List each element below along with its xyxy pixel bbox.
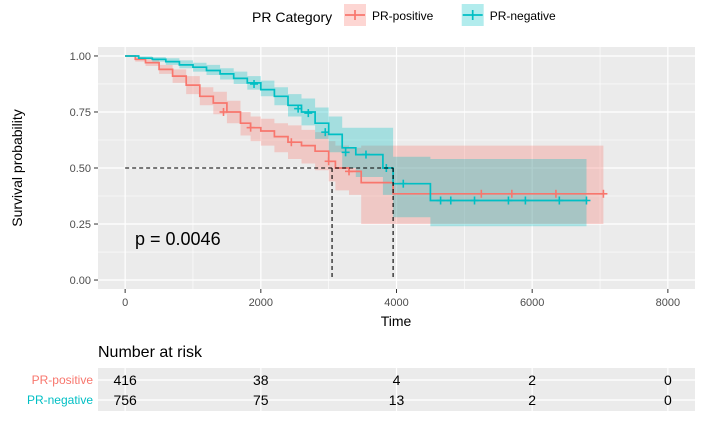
p-value-annotation: p = 0.0046	[135, 229, 221, 249]
x-tick-label: 2000	[249, 297, 273, 309]
censor-mark-pr-negative	[361, 150, 370, 159]
censor-mark-pr-negative	[521, 196, 530, 205]
censor-mark-pr-negative	[294, 104, 303, 113]
x-tick-label: 0	[122, 297, 128, 309]
censor-mark-pr-negative	[304, 109, 313, 118]
censor-mark-pr-positive	[324, 157, 333, 166]
y-axis-label: Survival probability	[9, 109, 25, 227]
censor-mark-pr-positive	[551, 189, 560, 198]
risk-count: 2	[528, 392, 536, 408]
risk-count: 0	[664, 372, 672, 388]
risk-row-label: PR-negative	[27, 393, 93, 407]
censor-mark-pr-negative	[470, 196, 479, 205]
x-tick-label: 6000	[520, 297, 544, 309]
risk-count: 38	[253, 372, 269, 388]
risk-count: 4	[393, 372, 401, 388]
legend-title: PR Category	[252, 9, 332, 25]
censor-mark-pr-negative	[582, 196, 591, 205]
y-tick-label: 1.00	[70, 51, 91, 63]
risk-count: 756	[113, 392, 137, 408]
risk-table-rows: PR-positive 416 38 4 2 0 PR-negative 756 75 13 2 0	[27, 372, 672, 408]
ci-band-pr-negative	[125, 56, 587, 227]
legend-item: PR-negative	[461, 4, 556, 26]
censor-mark-pr-positive	[477, 189, 486, 198]
censor-mark-pr-positive	[599, 189, 608, 198]
censor-mark-pr-negative	[399, 179, 408, 188]
risk-count: 75	[253, 392, 269, 408]
x-axis: 0 2000 4000 6000 8000	[122, 289, 680, 309]
risk-table-grid	[98, 368, 695, 411]
censor-mark-pr-negative	[504, 196, 513, 205]
legend-label: PR-positive	[372, 9, 434, 23]
legend-item: PR-positive	[344, 4, 434, 26]
confidence-bands	[125, 56, 604, 227]
censor-mark-pr-negative	[250, 79, 259, 88]
risk-count: 0	[664, 392, 672, 408]
censor-mark-pr-positive	[287, 138, 296, 147]
censor-mark-pr-negative	[555, 196, 564, 205]
x-tick-label: 8000	[656, 297, 680, 309]
censor-marks	[219, 79, 608, 205]
ci-band-pr-positive	[125, 56, 604, 224]
x-axis-label: Time	[381, 313, 412, 329]
survival-line-pr-negative	[125, 55, 587, 202]
censor-mark-pr-negative	[446, 196, 455, 205]
risk-row-label: PR-positive	[32, 373, 94, 387]
risk-count: 2	[528, 372, 536, 388]
censor-mark-pr-positive	[507, 189, 516, 198]
legend-label: PR-negative	[490, 9, 556, 23]
median-lines	[125, 167, 394, 281]
y-tick-label: 0.25	[70, 219, 91, 231]
risk-table-title: Number at risk	[98, 344, 203, 361]
x-tick-label: 4000	[384, 297, 408, 309]
y-tick-label: 0.00	[70, 275, 91, 287]
censor-mark-pr-positive	[345, 167, 354, 176]
y-tick-label: 0.75	[70, 107, 91, 119]
censor-mark-pr-negative	[321, 128, 330, 137]
censor-mark-pr-positive	[246, 123, 255, 132]
legend: PR Category PR-positive PR-negative	[252, 4, 556, 26]
y-axis: 0.00 0.25 0.50 0.75 1.00	[70, 51, 98, 287]
risk-count: 416	[113, 372, 137, 388]
censor-mark-pr-negative	[341, 148, 350, 157]
risk-count: 13	[389, 392, 405, 408]
grid-lines	[98, 47, 695, 289]
censor-mark-pr-positive	[219, 107, 228, 116]
censor-mark-pr-negative	[436, 196, 445, 205]
y-tick-label: 0.50	[70, 163, 91, 175]
